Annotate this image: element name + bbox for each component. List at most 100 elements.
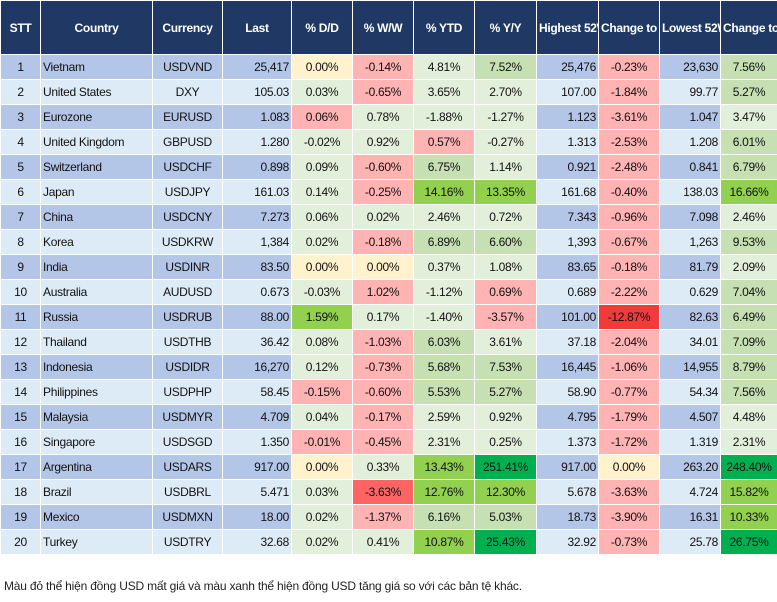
cell-pct-dd: 0.03% <box>291 479 353 505</box>
cell-currency: AUDUSD <box>152 279 223 305</box>
cell-last: 83.50 <box>222 254 292 280</box>
cell-pct-ytd: 2.46% <box>413 204 475 230</box>
cell-pct-dd: 1.59% <box>291 304 353 330</box>
cell-currency: USDMXN <box>152 504 223 530</box>
cell-pct-ww: -0.65% <box>352 79 414 105</box>
table-row: 3 Eurozone EURUSD 1.083 0.06% 0.78% -1.88% -1.2… <box>0 104 777 130</box>
table-row: 12 Thailand USDTHB 36.42 0.08% -1.03% 6.03% 3.6… <box>0 329 777 355</box>
cell-last: 0.898 <box>222 154 292 180</box>
cell-change-l52w: 8.79% <box>720 354 777 380</box>
cell-change-l52w: 10.33% <box>720 504 777 530</box>
cell-currency: USDMYR <box>152 404 223 430</box>
cell-pct-ytd: 10.87% <box>413 529 475 555</box>
cell-stt: 4 <box>0 129 41 155</box>
cell-pct-ytd: 6.16% <box>413 504 475 530</box>
cell-change-h52w: 0.00% <box>598 454 660 480</box>
cell-change-h52w: -1.06% <box>598 354 660 380</box>
cell-change-h52w: -2.48% <box>598 154 660 180</box>
cell-pct-dd: 0.02% <box>291 529 353 555</box>
table-row: 6 Japan USDJPY 161.03 0.14% -0.25% 14.16% 13.35… <box>0 179 777 205</box>
header-lowest-52w: Lowest 52W <box>659 0 721 55</box>
cell-lowest-52w: 4.507 <box>659 404 721 430</box>
cell-pct-ytd: 2.59% <box>413 404 475 430</box>
cell-currency: USDBRL <box>152 479 223 505</box>
cell-currency: USDSGD <box>152 429 223 455</box>
cell-lowest-52w: 81.79 <box>659 254 721 280</box>
cell-pct-dd: -0.01% <box>291 429 353 455</box>
cell-lowest-52w: 1.319 <box>659 429 721 455</box>
cell-lowest-52w: 7.098 <box>659 204 721 230</box>
cell-pct-dd: 0.02% <box>291 504 353 530</box>
cell-lowest-52w: 1.208 <box>659 129 721 155</box>
cell-country: Singapore <box>40 429 153 455</box>
header-change-h52w: Change to H52W <box>598 0 660 55</box>
cell-last: 7.273 <box>222 204 292 230</box>
cell-country: Australia <box>40 279 153 305</box>
cell-last: 1,384 <box>222 229 292 255</box>
cell-country: Philippines <box>40 379 153 405</box>
cell-pct-ytd: 2.31% <box>413 429 475 455</box>
cell-change-l52w: 2.31% <box>720 429 777 455</box>
cell-change-l52w: 7.09% <box>720 329 777 355</box>
cell-change-l52w: 4.48% <box>720 404 777 430</box>
cell-currency: USDPHP <box>152 379 223 405</box>
cell-stt: 17 <box>0 454 41 480</box>
cell-pct-ytd: 14.16% <box>413 179 475 205</box>
cell-lowest-52w: 14,955 <box>659 354 721 380</box>
cell-currency: EURUSD <box>152 104 223 130</box>
table-row: 7 China USDCNY 7.273 0.06% 0.02% 2.46% 0.72% 7.3… <box>0 204 777 230</box>
cell-pct-ww: -0.45% <box>352 429 414 455</box>
cell-country: Switzerland <box>40 154 153 180</box>
cell-change-l52w: 2.46% <box>720 204 777 230</box>
cell-change-h52w: -2.53% <box>598 129 660 155</box>
cell-last: 32.68 <box>222 529 292 555</box>
cell-change-l52w: 15.82% <box>720 479 777 505</box>
cell-country: Brazil <box>40 479 153 505</box>
cell-pct-yy: 6.60% <box>474 229 537 255</box>
cell-currency: USDTRY <box>152 529 223 555</box>
cell-pct-yy: 25.43% <box>474 529 537 555</box>
cell-highest-52w: 4.795 <box>536 404 599 430</box>
cell-last: 25,417 <box>222 54 292 80</box>
cell-pct-yy: 251.41% <box>474 454 537 480</box>
cell-last: 88.00 <box>222 304 292 330</box>
cell-change-l52w: 6.01% <box>720 129 777 155</box>
cell-country: Turkey <box>40 529 153 555</box>
cell-stt: 8 <box>0 229 41 255</box>
cell-change-l52w: 3.47% <box>720 104 777 130</box>
cell-currency: USDTHB <box>152 329 223 355</box>
cell-highest-52w: 1.373 <box>536 429 599 455</box>
cell-pct-dd: 0.06% <box>291 104 353 130</box>
cell-lowest-52w: 138.03 <box>659 179 721 205</box>
table-row: 5 Switzerland USDCHF 0.898 0.09% -0.60% 6.75% 1… <box>0 154 777 180</box>
cell-currency: DXY <box>152 79 223 105</box>
cell-lowest-52w: 16.31 <box>659 504 721 530</box>
cell-change-l52w: 248.40% <box>720 454 777 480</box>
cell-highest-52w: 37.18 <box>536 329 599 355</box>
cell-change-l52w: 26.75% <box>720 529 777 555</box>
cell-pct-yy: 3.61% <box>474 329 537 355</box>
cell-country: Korea <box>40 229 153 255</box>
cell-currency: GBPUSD <box>152 129 223 155</box>
cell-lowest-52w: 1.047 <box>659 104 721 130</box>
cell-pct-yy: 1.14% <box>474 154 537 180</box>
table-row: 14 Philippines USDPHP 58.45 -0.15% -0.60% 5.53… <box>0 379 777 405</box>
cell-stt: 2 <box>0 79 41 105</box>
cell-pct-ww: -1.37% <box>352 504 414 530</box>
cell-currency: USDKRW <box>152 229 223 255</box>
cell-change-h52w: -0.77% <box>598 379 660 405</box>
cell-change-h52w: -1.79% <box>598 404 660 430</box>
footnote: Màu đỏ thể hiện đồng USD mất giá và màu … <box>4 579 522 593</box>
cell-pct-yy: 7.52% <box>474 54 537 80</box>
cell-currency: USDCNY <box>152 204 223 230</box>
cell-pct-yy: 2.70% <box>474 79 537 105</box>
cell-highest-52w: 1.313 <box>536 129 599 155</box>
cell-pct-dd: 0.00% <box>291 254 353 280</box>
cell-pct-yy: 0.92% <box>474 404 537 430</box>
cell-highest-52w: 107.00 <box>536 79 599 105</box>
cell-change-h52w: -3.90% <box>598 504 660 530</box>
cell-last: 36.42 <box>222 329 292 355</box>
cell-pct-dd: -0.15% <box>291 379 353 405</box>
cell-stt: 19 <box>0 504 41 530</box>
cell-last: 5.471 <box>222 479 292 505</box>
